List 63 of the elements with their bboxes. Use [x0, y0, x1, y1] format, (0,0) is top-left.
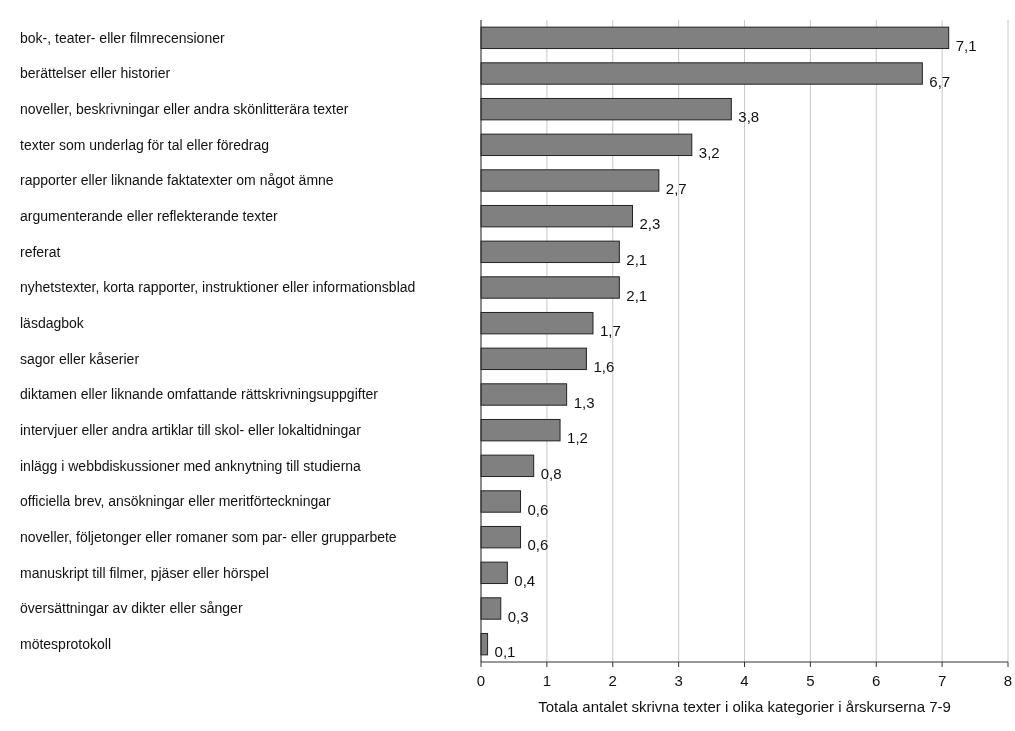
data-label: 2,7 [665, 179, 687, 197]
bar [480, 276, 620, 299]
y-tick-label: noveller, beskrivningar eller andra skönlitterära texter [20, 101, 349, 118]
x-tick-label: 7 [937, 672, 947, 689]
data-label: 7,1 [955, 37, 977, 55]
bar [480, 26, 950, 50]
bar [480, 454, 535, 478]
bar [480, 133, 693, 157]
y-tick-label: diktamen eller liknande omfattande rättskrivningsuppgifter [20, 386, 379, 403]
bar [480, 490, 522, 513]
data-label: 6,7 [929, 72, 951, 90]
bar [480, 62, 923, 85]
y-tick-label: sagor eller kåserier [20, 350, 140, 367]
bar [480, 204, 634, 228]
y-tick-label: officiella brev, ansökningar eller meritförteckningar [20, 493, 332, 510]
data-label: 0,4 [514, 572, 536, 590]
bar [480, 311, 594, 335]
y-tick-label: bok-, teater- eller filmrecensioner [20, 29, 225, 46]
y-tick-label: mötesprotokoll [20, 636, 112, 653]
y-tick-label: inlägg i webbdiskussioner med anknytning till studierna [20, 457, 362, 474]
data-label: 2,1 [626, 286, 648, 304]
bar [480, 97, 732, 121]
bar [480, 383, 568, 406]
y-tick-label: översättningar av dikter eller sånger [20, 600, 243, 617]
data-label: 2,3 [639, 215, 661, 233]
data-label: 0,1 [494, 643, 516, 661]
data-label: 2,1 [626, 251, 648, 269]
y-tick-label: noveller, följetonger eller romaner som par- eller grupparbete [20, 529, 397, 546]
data-label: 1,3 [573, 393, 595, 411]
data-label: 3,8 [738, 108, 760, 126]
data-label: 0,8 [540, 465, 562, 483]
bar [480, 561, 508, 585]
x-tick-label: 1 [542, 672, 552, 689]
data-label: 1,2 [567, 429, 588, 447]
y-tick-label: nyhetstexter, korta rapporter, instruktioner eller informationsblad [20, 279, 416, 296]
y-tick-label: berättelser eller historier [20, 65, 171, 82]
y-tick-label: referat [20, 243, 61, 260]
bar [480, 347, 587, 371]
x-tick-label: 3 [674, 672, 683, 689]
y-tick-label: rapporter eller liknande faktatexter om något ämne [20, 172, 334, 189]
bar [480, 240, 620, 264]
data-label: 1,7 [599, 322, 621, 340]
bar [480, 169, 660, 192]
x-tick-label: 5 [806, 672, 815, 689]
x-tick-label: 8 [1003, 672, 1013, 689]
y-tick-label: argumenterande eller reflekterande texter [20, 208, 278, 225]
bar [480, 525, 522, 549]
bar [480, 597, 502, 620]
bar [480, 418, 561, 442]
data-label: 1,6 [593, 358, 615, 376]
x-tick-label: 2 [608, 672, 617, 689]
data-label: 0,6 [527, 536, 549, 554]
data-label: 0,3 [507, 607, 529, 625]
y-tick-label: texter som underlag för tal eller föredrag [20, 136, 270, 153]
y-tick-label: manuskript till filmer, pjäser eller hörspel [20, 564, 269, 581]
x-axis-title: Totala antalet skrivna texter i olika kategorier i årskurserna 7-9 [538, 698, 951, 715]
y-tick-label: läsdagbok [20, 315, 85, 332]
data-label: 0,6 [527, 500, 549, 518]
x-tick-label: 4 [740, 672, 749, 689]
x-tick-label: 0 [476, 672, 486, 689]
x-tick-label: 6 [872, 672, 881, 689]
data-label: 3,2 [698, 144, 720, 162]
y-tick-label: intervjuer eller andra artiklar till skol- eller lokaltidningar [20, 422, 362, 439]
